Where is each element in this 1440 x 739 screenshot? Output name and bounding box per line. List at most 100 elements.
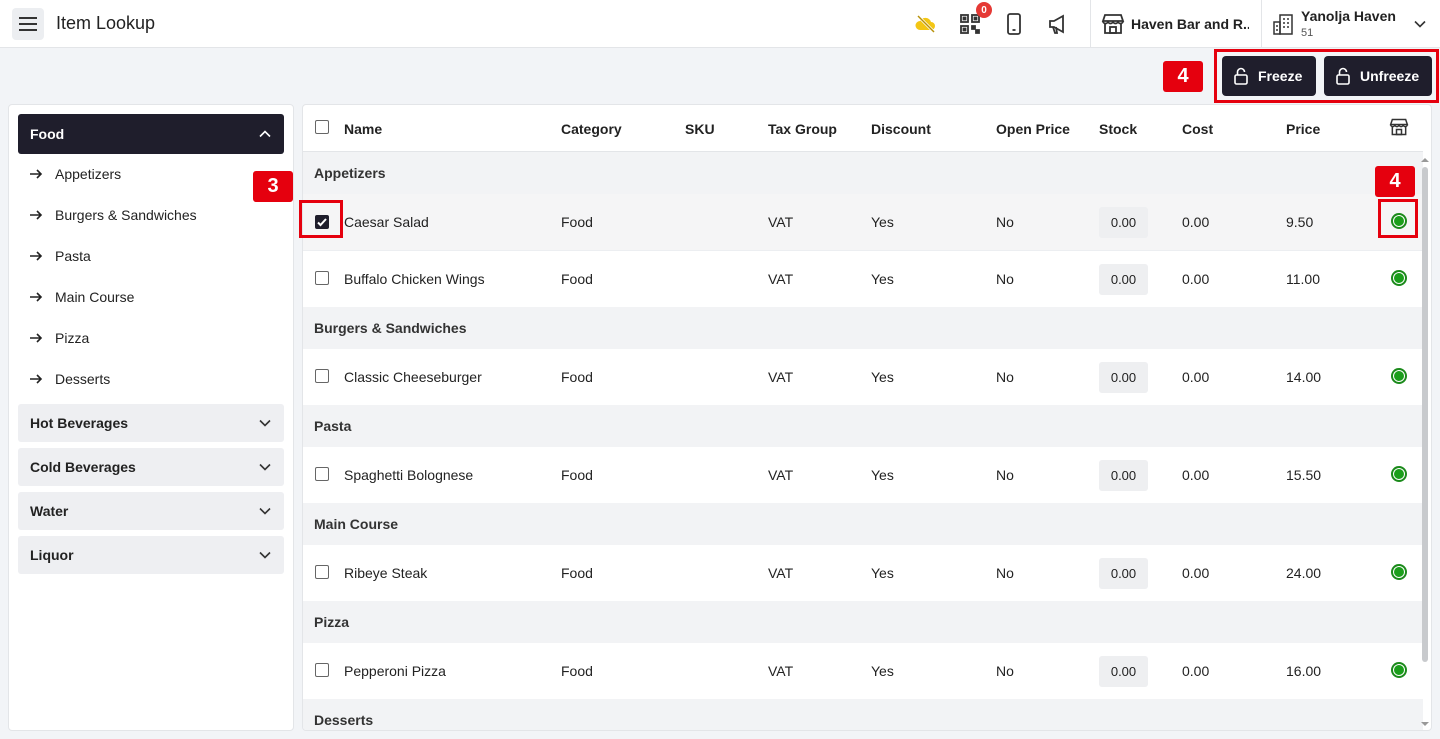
column-header-stock[interactable]: Stock <box>1099 121 1138 137</box>
stock-input[interactable]: 0.00 <box>1099 362 1148 393</box>
table-row[interactable]: Ribeye Steak Food VAT Yes No 0.00 0.00 2… <box>303 545 1423 602</box>
cell-price: 24.00 <box>1286 565 1322 581</box>
cell-tax-group: VAT <box>768 369 794 385</box>
status-radio[interactable] <box>1391 213 1407 229</box>
select-all-checkbox[interactable] <box>315 120 329 134</box>
arrow-right-icon <box>30 333 43 343</box>
column-header-name[interactable]: Name <box>344 121 383 137</box>
subcategory-label: Pizza <box>55 330 90 346</box>
org-name[interactable]: Yanolja Haven <box>1301 8 1396 24</box>
category-label: Cold Beverages <box>30 459 136 475</box>
category-sidebar: Food Appetizers Burgers & Sandwiches Pas… <box>8 104 294 731</box>
cell-price: 16.00 <box>1286 663 1322 679</box>
cell-cost: 0.00 <box>1182 369 1210 385</box>
cell-cost: 0.00 <box>1182 663 1210 679</box>
category-food[interactable]: Food <box>18 114 284 154</box>
row-checkbox[interactable] <box>315 565 329 579</box>
table-row[interactable]: Pepperoni Pizza Food VAT Yes No 0.00 0.0… <box>303 643 1423 700</box>
qr-code-icon[interactable] <box>958 12 982 36</box>
row-checkbox[interactable] <box>315 663 329 677</box>
stock-input[interactable]: 0.00 <box>1099 558 1148 589</box>
subcategory-item[interactable]: Appetizers <box>29 164 121 184</box>
freeze-button[interactable]: Freeze <box>1222 56 1316 96</box>
cell-category: Food <box>561 663 593 679</box>
column-header-category[interactable]: Category <box>561 121 622 137</box>
subcategory-label: Burgers & Sandwiches <box>55 207 197 223</box>
org-id: 51 <box>1301 27 1314 39</box>
page-title: Item Lookup <box>56 13 156 33</box>
subcategory-item[interactable]: Pasta <box>29 246 91 266</box>
row-checkbox[interactable] <box>315 271 329 285</box>
group-row-burgers: Burgers & Sandwiches <box>303 307 1423 349</box>
chevron-down-icon[interactable] <box>1408 12 1432 36</box>
stock-input[interactable]: 0.00 <box>1099 264 1148 295</box>
category-label: Water <box>30 503 69 519</box>
table-row[interactable]: Buffalo Chicken Wings Food VAT Yes No 0.… <box>303 251 1423 308</box>
status-radio[interactable] <box>1391 270 1407 286</box>
cell-discount: Yes <box>871 565 894 581</box>
cell-discount: Yes <box>871 214 894 230</box>
row-checkbox[interactable] <box>315 369 329 383</box>
column-header-discount[interactable]: Discount <box>871 121 931 137</box>
cell-discount: Yes <box>871 467 894 483</box>
stock-input[interactable]: 0.00 <box>1099 207 1148 238</box>
subcategory-label: Desserts <box>55 371 111 387</box>
megaphone-icon[interactable] <box>1046 12 1070 36</box>
cloud-off-icon[interactable] <box>914 12 938 36</box>
cell-open-price: No <box>996 467 1014 483</box>
arrow-right-icon <box>30 374 43 384</box>
subcategory-label: Appetizers <box>55 166 122 182</box>
cell-name: Buffalo Chicken Wings <box>344 271 485 287</box>
row-checkbox[interactable] <box>315 467 329 481</box>
scroll-up-icon[interactable] <box>1421 156 1429 164</box>
vertical-scrollbar[interactable] <box>1422 167 1428 662</box>
chevron-down-icon <box>259 507 271 515</box>
category-liquor[interactable]: Liquor <box>18 536 284 574</box>
freeze-label: Freeze <box>1258 68 1303 84</box>
table-row[interactable]: Classic Cheeseburger Food VAT Yes No 0.0… <box>303 349 1423 406</box>
column-header-sku[interactable]: SKU <box>685 121 715 137</box>
scroll-down-icon[interactable] <box>1421 720 1429 728</box>
cell-name: Pepperoni Pizza <box>344 663 446 679</box>
subcategory-item[interactable]: Desserts <box>29 369 110 389</box>
stock-input[interactable]: 0.00 <box>1099 460 1148 491</box>
cell-name: Spaghetti Bolognese <box>344 467 474 483</box>
row-checkbox[interactable] <box>315 215 329 229</box>
category-cold-beverages[interactable]: Cold Beverages <box>18 448 284 486</box>
cell-name: Caesar Salad <box>344 214 429 230</box>
column-header-tax-group[interactable]: Tax Group <box>768 121 837 137</box>
store-selector[interactable]: Haven Bar and R... <box>1131 16 1249 32</box>
column-header-cost[interactable]: Cost <box>1182 121 1214 137</box>
subcategory-item[interactable]: Main Course <box>29 287 134 307</box>
cell-category: Food <box>561 271 593 287</box>
chevron-down-icon <box>259 419 271 427</box>
cell-discount: Yes <box>871 271 894 287</box>
cell-price: 9.50 <box>1286 214 1314 230</box>
column-header-open-price[interactable]: Open Price <box>996 121 1070 137</box>
arrow-right-icon <box>30 169 43 179</box>
category-label: Food <box>30 126 65 142</box>
table-row[interactable]: Caesar Salad Food VAT Yes No 0.00 0.00 9… <box>303 194 1423 251</box>
status-radio[interactable] <box>1391 564 1407 580</box>
category-hot-beverages[interactable]: Hot Beverages <box>18 404 284 442</box>
status-radio[interactable] <box>1391 368 1407 384</box>
status-radio[interactable] <box>1391 466 1407 482</box>
column-header-price[interactable]: Price <box>1286 121 1321 137</box>
subcategory-item[interactable]: Pizza <box>29 328 89 348</box>
cell-tax-group: VAT <box>768 271 794 287</box>
table-row[interactable]: Spaghetti Bolognese Food VAT Yes No 0.00… <box>303 447 1423 504</box>
lock-open-icon <box>1234 67 1248 85</box>
subcategory-item[interactable]: Burgers & Sandwiches <box>29 205 197 225</box>
header-divider <box>303 151 1423 152</box>
status-radio[interactable] <box>1391 662 1407 678</box>
menu-button[interactable] <box>12 8 44 40</box>
cell-name: Ribeye Steak <box>344 565 428 581</box>
mobile-icon[interactable] <box>1002 12 1026 36</box>
menu-icon <box>19 17 37 31</box>
stock-input[interactable]: 0.00 <box>1099 656 1148 687</box>
unfreeze-label: Unfreeze <box>1360 68 1420 84</box>
cell-tax-group: VAT <box>768 565 794 581</box>
chevron-up-icon <box>259 130 271 138</box>
unfreeze-button[interactable]: Unfreeze <box>1324 56 1432 96</box>
category-water[interactable]: Water <box>18 492 284 530</box>
